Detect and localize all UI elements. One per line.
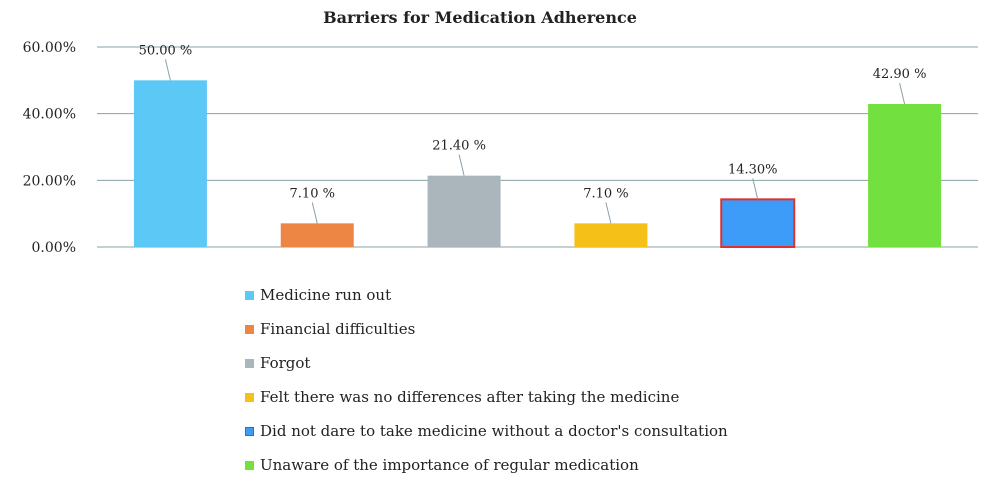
legend-swatch	[245, 392, 254, 402]
y-tick-label: 40.00%	[23, 107, 76, 123]
legend-label: Medicine run out	[260, 286, 392, 304]
legend-label: Did not dare to take medicine without a …	[260, 422, 728, 440]
legend-swatch	[245, 426, 254, 436]
legend-label: Felt there was no differences after taki…	[260, 388, 680, 406]
chart-title: Barriers for Medication Adherence	[323, 8, 637, 27]
legend-item: Did not dare to take medicine without a …	[245, 414, 728, 448]
data-label-leader	[605, 202, 612, 224]
bar	[427, 175, 501, 247]
bar	[133, 80, 207, 247]
legend-item: Unaware of the importance of regular med…	[245, 448, 728, 482]
data-label-leader	[752, 178, 759, 200]
data-label: 42.90 %	[873, 67, 927, 82]
data-label-leader	[899, 82, 906, 105]
legend-label: Financial difficulties	[260, 320, 416, 338]
bar	[280, 223, 354, 247]
data-label: 14.30%	[728, 162, 778, 177]
legend-item: Felt there was no differences after taki…	[245, 380, 728, 414]
legend-item: Medicine run out	[245, 278, 728, 312]
data-label-leader	[311, 202, 318, 224]
data-label: 7.10 %	[583, 186, 628, 201]
legend-item: Forgot	[245, 346, 728, 380]
legend-label: Forgot	[260, 354, 311, 372]
bar	[720, 198, 796, 248]
legend-swatch	[245, 324, 254, 334]
data-label-leader	[458, 154, 465, 176]
data-label: 7.10 %	[290, 186, 335, 201]
legend-item: Financial difficulties	[245, 312, 728, 346]
y-tick-label: 0.00%	[32, 240, 76, 256]
legend-swatch	[245, 358, 254, 368]
data-label-leader	[164, 59, 171, 81]
y-tick-label: 20.00%	[23, 173, 76, 189]
legend-swatch	[245, 460, 254, 470]
data-label: 21.40 %	[432, 139, 486, 154]
legend-label: Unaware of the importance of regular med…	[260, 456, 639, 474]
legend: Medicine run out Financial difficulties Fo…	[245, 278, 728, 482]
legend-swatch	[245, 290, 254, 300]
data-label: 50.00 %	[139, 43, 193, 58]
bar	[574, 223, 648, 247]
bar	[868, 104, 942, 247]
y-tick-label: 60.00%	[23, 40, 76, 56]
bar-chart: 0.00% 20.00% 40.00% 60.00% 50.00 % 7.10 % 21.4…	[23, 40, 978, 256]
